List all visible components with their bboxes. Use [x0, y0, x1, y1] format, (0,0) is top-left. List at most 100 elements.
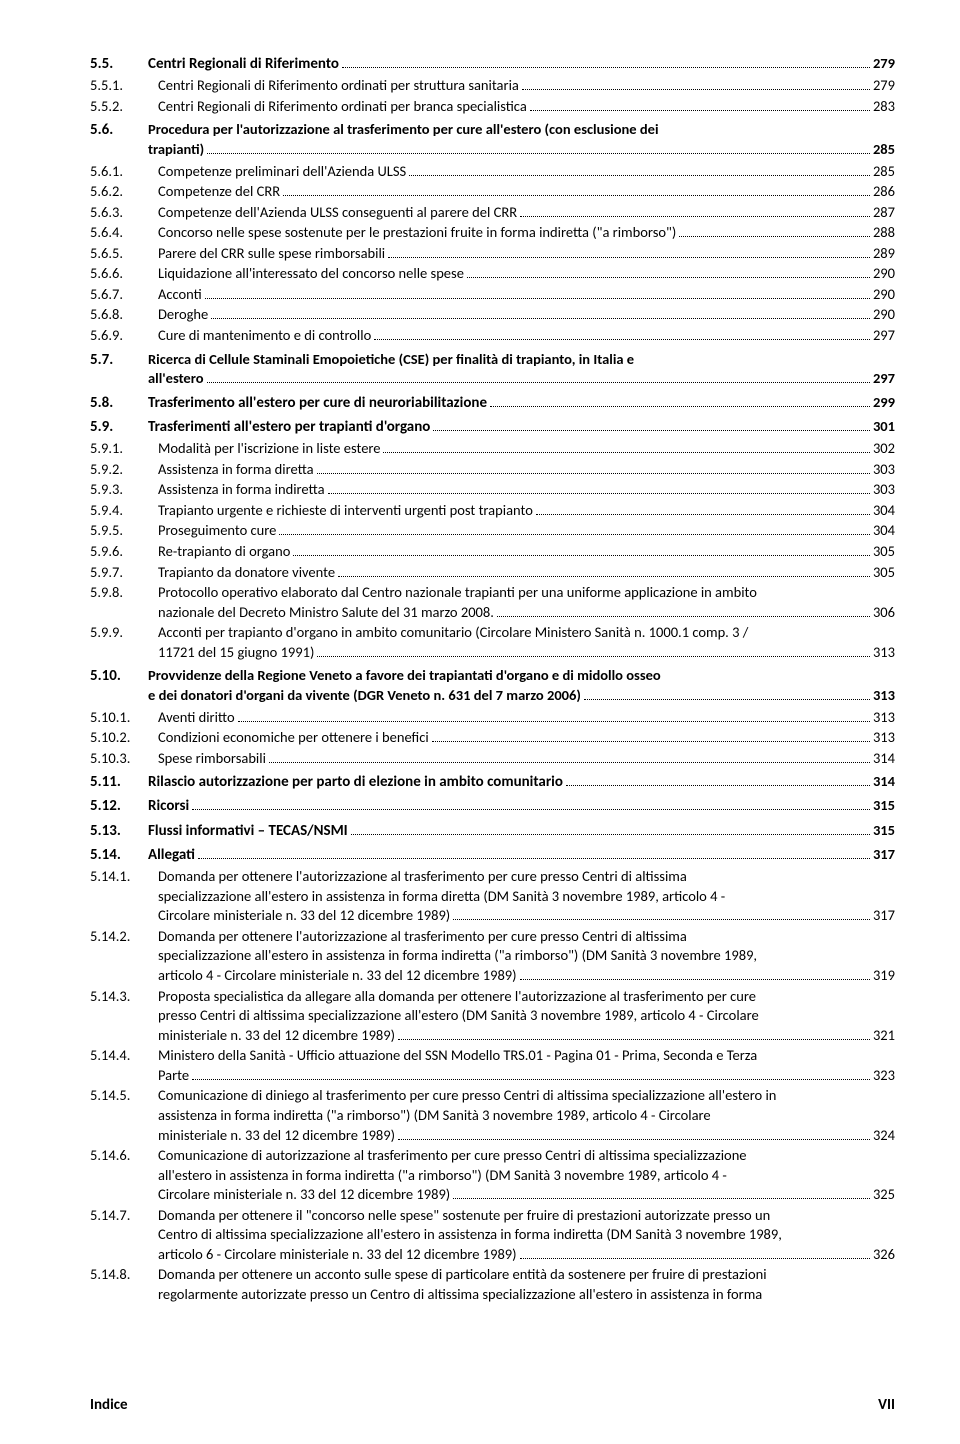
toc-page-num: 323: [873, 1066, 895, 1086]
toc-number: 5.9.7.: [90, 563, 158, 583]
toc-label: Protocollo operativo elaborato dal Centr…: [158, 583, 895, 603]
toc-label: Acconti: [158, 285, 202, 305]
toc-number: 5.12.: [90, 796, 148, 816]
toc-entry: 5.6.Procedura per l'autorizzazione al tr…: [90, 120, 895, 159]
toc-number: 5.14.5.: [90, 1086, 158, 1106]
toc-page-num: 321: [873, 1026, 895, 1046]
toc-number: 5.5.: [90, 54, 148, 74]
toc-number: 5.10.2.: [90, 728, 158, 748]
toc-number: 5.8.: [90, 393, 148, 413]
toc-label: Procedura per l'autorizzazione al trasfe…: [148, 120, 895, 140]
toc-entry: 5.9.8.Protocollo operativo elaborato dal…: [90, 583, 895, 622]
toc-page-num: 326: [873, 1245, 895, 1265]
footer-left: Indice: [90, 1396, 128, 1414]
toc-number: 5.9.4.: [90, 501, 158, 521]
toc-label-last: articolo 4 - Circolare ministeriale n. 3…: [158, 966, 517, 986]
toc-label: Domanda per ottenere il "concorso nelle …: [158, 1206, 895, 1226]
toc-label: Allegati: [148, 845, 195, 865]
toc-entry: 5.5.1.Centri Regionali di Riferimento or…: [90, 76, 895, 96]
toc-entry: 5.10.1.Aventi diritto313: [90, 708, 895, 728]
toc-number: 5.14.: [90, 845, 148, 865]
toc-entry: 5.14.8.Domanda per ottenere un acconto s…: [90, 1265, 895, 1304]
toc-page-num: 285: [873, 162, 895, 182]
toc-entry: 5.12.Ricorsi315: [90, 796, 895, 816]
toc-entry: 5.6.6.Liquidazione all'interessato del c…: [90, 264, 895, 284]
toc-entry: 5.9.1.Modalità per l'iscrizione in liste…: [90, 439, 895, 459]
toc-number: 5.9.9.: [90, 623, 158, 643]
toc-entry: 5.9.3.Assistenza in forma indiretta303: [90, 480, 895, 500]
toc-label-last: all'estero: [148, 369, 204, 389]
toc-label-last: Parte: [158, 1066, 189, 1086]
toc-page-num: 297: [873, 326, 895, 346]
toc-label-last: trapianti): [148, 140, 204, 160]
toc-entry: 5.10.2.Condizioni economiche per ottener…: [90, 728, 895, 748]
toc-entry: 5.14.6.Comunicazione di autorizzazione a…: [90, 1146, 895, 1205]
toc-entry: 5.9.9.Acconti per trapianto d'organo in …: [90, 623, 895, 662]
toc-label: Spese rimborsabili: [158, 749, 266, 769]
toc-number: 5.9.1.: [90, 439, 158, 459]
toc-label: Proposta specialistica da allegare alla …: [158, 987, 895, 1007]
toc-label-last: 11721 del 15 giugno 1991): [158, 643, 314, 663]
toc-entry: 5.6.8.Deroghe290: [90, 305, 895, 325]
toc-label-last: Circolare ministeriale n. 33 del 12 dice…: [158, 1185, 450, 1205]
toc-label: Competenze preliminari dell'Azienda ULSS: [158, 162, 406, 182]
toc-label-cont: all'estero in assistenza in forma indire…: [158, 1166, 895, 1186]
toc-label: Assistenza in forma indiretta: [158, 480, 325, 500]
toc-number: 5.14.1.: [90, 867, 158, 887]
toc-page-num: 317: [873, 906, 895, 926]
toc-entry: 5.14.5.Comunicazione di diniego al trasf…: [90, 1086, 895, 1145]
toc-label-last: ministeriale n. 33 del 12 dicembre 1989): [158, 1126, 395, 1146]
toc-label: Parere del CRR sulle spese rimborsabili: [158, 244, 385, 264]
toc-entry: 5.6.5.Parere del CRR sulle spese rimbors…: [90, 244, 895, 264]
toc-number: 5.6.6.: [90, 264, 158, 284]
toc-number: 5.6.5.: [90, 244, 158, 264]
toc-entry: 5.9.2.Assistenza in forma diretta303: [90, 460, 895, 480]
toc-number: 5.6.8.: [90, 305, 158, 325]
toc-page-num: 314: [873, 749, 895, 769]
toc-label: Comunicazione di autorizzazione al trasf…: [158, 1146, 895, 1166]
toc-page-num: 313: [873, 686, 895, 706]
toc-number: 5.9.6.: [90, 542, 158, 562]
toc-entry: 5.6.7.Acconti290: [90, 285, 895, 305]
toc-page-num: 279: [873, 54, 895, 74]
toc-page: 5.5.Centri Regionali di Riferimento2795.…: [0, 0, 960, 1346]
page-footer: Indice VII: [0, 1386, 960, 1444]
toc-label: Modalità per l'iscrizione in liste ester…: [158, 439, 380, 459]
toc-page-num: 286: [873, 182, 895, 202]
toc-page-num: 313: [873, 728, 895, 748]
footer-right: VII: [878, 1396, 895, 1414]
toc-entry: 5.8.Trasferimento all'estero per cure di…: [90, 393, 895, 413]
toc-entry: 5.10.3.Spese rimborsabili314: [90, 749, 895, 769]
toc-label: Re-trapianto di organo: [158, 542, 290, 562]
toc-label: Centri Regionali di Riferimento ordinati…: [158, 76, 519, 96]
toc-label-last: regolarmente autorizzate presso un Centr…: [158, 1285, 762, 1305]
toc-number: 5.11.: [90, 772, 148, 792]
toc-label-cont: Centro di altissima specializzazione all…: [158, 1225, 895, 1245]
toc-label-cont: assistenza in forma indiretta ("a rimbor…: [158, 1106, 895, 1126]
toc-number: 5.6.9.: [90, 326, 158, 346]
toc-number: 5.14.7.: [90, 1206, 158, 1226]
toc-page-num: 315: [873, 821, 895, 841]
toc-label: Centri Regionali di Riferimento ordinati…: [158, 97, 527, 117]
toc-label: Trasferimenti all'estero per trapianti d…: [148, 417, 430, 437]
toc-label: Condizioni economiche per ottenere i ben…: [158, 728, 429, 748]
toc-number: 5.6.1.: [90, 162, 158, 182]
toc-page-num: 297: [873, 369, 895, 389]
toc-label-last: e dei donatori d'organi da vivente (DGR …: [148, 686, 581, 706]
toc-entry: 5.6.2.Competenze del CRR286: [90, 182, 895, 202]
toc-page-num: 279: [873, 76, 895, 96]
toc-page-num: 290: [873, 264, 895, 284]
toc-entry: 5.13.Flussi informativi – TECAS/NSMI315: [90, 821, 895, 841]
toc-page-num: 305: [873, 563, 895, 583]
toc-label: Ricerca di Cellule Staminali Emopoietich…: [148, 350, 895, 370]
toc-number: 5.14.6.: [90, 1146, 158, 1166]
toc-entry: 5.14.2.Domanda per ottenere l'autorizzaz…: [90, 927, 895, 986]
toc-entry: 5.7.Ricerca di Cellule Staminali Emopoie…: [90, 350, 895, 389]
toc-page-num: 306: [873, 603, 895, 623]
toc-label-last: ministeriale n. 33 del 12 dicembre 1989): [158, 1026, 395, 1046]
toc-page-num: 313: [873, 643, 895, 663]
toc-page-num: 283: [873, 97, 895, 117]
toc-entry: 5.6.9.Cure di mantenimento e di controll…: [90, 326, 895, 346]
toc-page-num: 304: [873, 501, 895, 521]
toc-label: Aventi diritto: [158, 708, 235, 728]
